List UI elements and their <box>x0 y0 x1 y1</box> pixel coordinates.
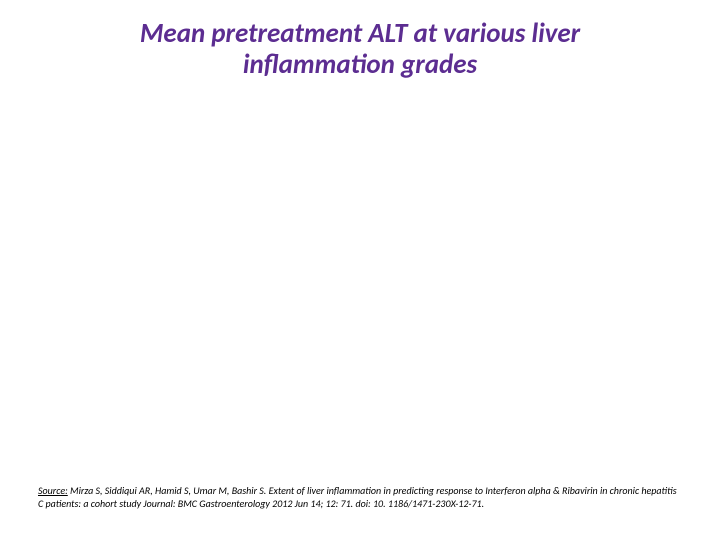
source-citation: Source: Mirza S, Siddiqui AR, Hamid S, U… <box>38 485 678 510</box>
slide: Mean pretreatment ALT at various liver i… <box>0 0 720 540</box>
source-label: Source: <box>38 484 68 497</box>
source-text: Mirza S, Siddiqui AR, Hamid S, Umar M, B… <box>38 484 677 510</box>
slide-title: Mean pretreatment ALT at various liver i… <box>90 18 630 80</box>
